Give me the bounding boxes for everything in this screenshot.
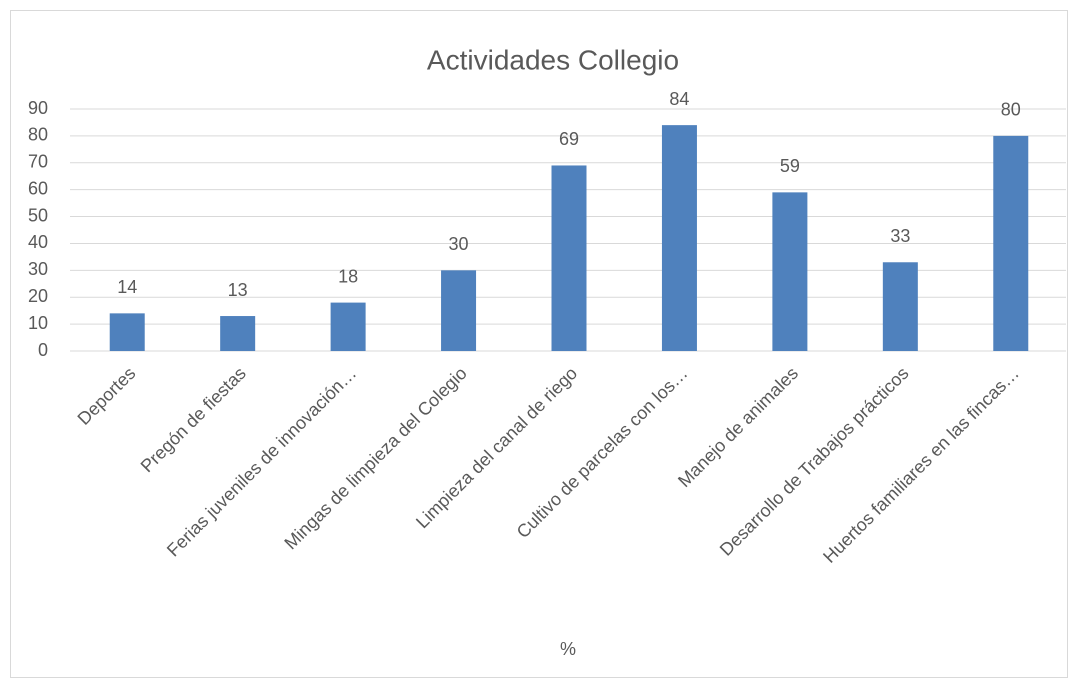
data-label: 80 xyxy=(1001,100,1021,120)
y-tick-label: 0 xyxy=(38,340,48,360)
data-label: 30 xyxy=(449,234,469,254)
bar xyxy=(109,313,145,351)
y-tick-label: 60 xyxy=(28,178,48,198)
y-tick-label: 80 xyxy=(28,125,48,145)
y-tick-label: 20 xyxy=(28,286,48,306)
data-label: 69 xyxy=(559,129,579,149)
x-axis-label: % xyxy=(560,639,576,659)
y-tick-label: 40 xyxy=(28,232,48,252)
chart-title: Actividades Collegio xyxy=(427,44,679,75)
y-tick-label: 70 xyxy=(28,152,48,172)
data-label: 84 xyxy=(669,89,689,109)
bar xyxy=(993,135,1029,351)
bar xyxy=(551,165,587,351)
data-label: 14 xyxy=(117,277,137,297)
data-label: 33 xyxy=(890,226,910,246)
y-tick-label: 90 xyxy=(28,98,48,118)
bar xyxy=(220,316,256,351)
bar xyxy=(882,262,918,351)
data-label: 18 xyxy=(338,266,358,286)
bar xyxy=(772,192,808,351)
data-label: 13 xyxy=(228,280,248,300)
bar xyxy=(441,270,477,351)
bar xyxy=(661,125,697,351)
y-tick-label: 10 xyxy=(28,313,48,333)
data-label: 59 xyxy=(780,156,800,176)
y-tick-label: 30 xyxy=(28,259,48,279)
y-tick-label: 50 xyxy=(28,205,48,225)
bar xyxy=(330,302,366,351)
